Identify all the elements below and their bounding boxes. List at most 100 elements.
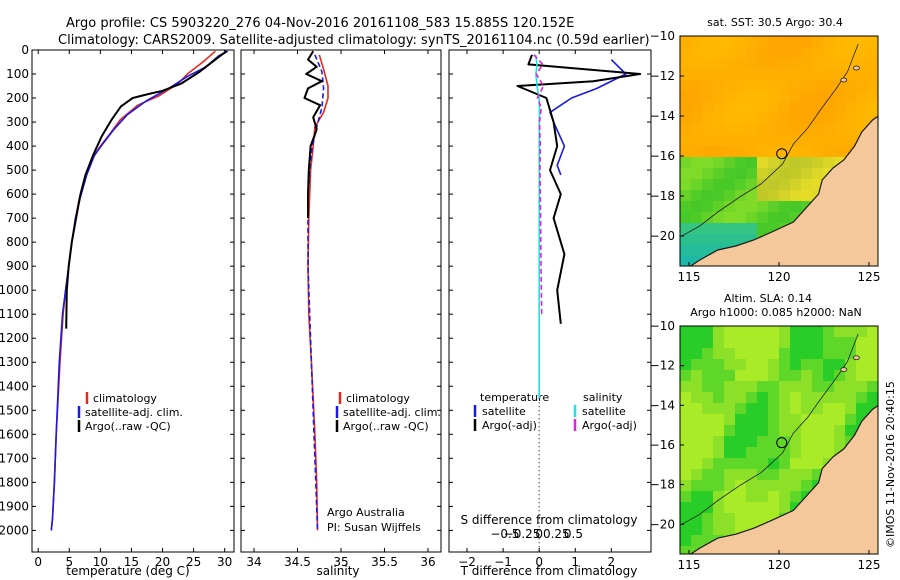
map-cell xyxy=(779,403,791,415)
map-cell xyxy=(691,102,703,114)
map-cell xyxy=(724,223,736,235)
map-cell xyxy=(680,502,692,514)
map-cell xyxy=(702,491,714,503)
map-cell xyxy=(768,80,780,92)
map-cell xyxy=(680,524,692,536)
map-cell xyxy=(702,223,714,235)
map-cell xyxy=(691,337,703,349)
map-cell xyxy=(691,146,703,158)
map-cell xyxy=(691,414,703,426)
map-cell xyxy=(691,359,703,371)
map-cell xyxy=(735,436,747,448)
map-cell xyxy=(757,179,769,191)
map-cell xyxy=(691,458,703,470)
map-cell xyxy=(834,392,846,404)
map-cell xyxy=(735,146,747,158)
map-cell xyxy=(702,245,714,257)
map-cell xyxy=(691,124,703,136)
series-line-temperature-argo-adj- xyxy=(516,54,642,324)
map-cell xyxy=(691,491,703,503)
header-line-2: Climatology: CARS2009. Satellite-adjuste… xyxy=(58,33,650,48)
map-cell xyxy=(790,124,802,136)
map-cell xyxy=(812,359,824,371)
map-cell xyxy=(724,403,736,415)
map-cell xyxy=(702,392,714,404)
map-cell xyxy=(801,58,813,70)
map-cell xyxy=(680,535,692,547)
map-cell xyxy=(856,36,868,48)
map-cell xyxy=(702,414,714,426)
map-cell xyxy=(757,168,769,180)
map-cell xyxy=(823,337,835,349)
map-cell xyxy=(823,326,835,338)
map-cell xyxy=(823,370,835,382)
map-cell xyxy=(845,91,857,103)
map-cell xyxy=(680,370,692,382)
map-cell xyxy=(779,370,791,382)
map-cell xyxy=(779,168,791,180)
map-cell xyxy=(768,425,780,437)
map-cell xyxy=(823,124,835,136)
map-cell xyxy=(680,546,692,554)
map-cell xyxy=(691,370,703,382)
map-cell xyxy=(713,447,725,459)
map-cell xyxy=(834,146,846,158)
map-cell xyxy=(691,157,703,169)
map-cell xyxy=(801,113,813,125)
map-cell xyxy=(801,47,813,59)
map-cell xyxy=(746,513,758,525)
map-cell xyxy=(713,513,725,525)
map-cell xyxy=(768,135,780,147)
map-cell xyxy=(790,58,802,70)
map-cell xyxy=(768,124,780,136)
map-cell xyxy=(735,491,747,503)
map-cell xyxy=(735,348,747,360)
map-cell xyxy=(702,381,714,393)
map-cell xyxy=(768,326,780,338)
map-cell xyxy=(680,337,692,349)
map-cell xyxy=(757,469,769,481)
map-cell xyxy=(790,403,802,415)
map-cell xyxy=(702,212,714,224)
y-tick-label: 0 xyxy=(21,43,29,57)
salinity-panel xyxy=(240,49,442,553)
temperature-legend: climatology satellite-adj. clim. Argo(..… xyxy=(77,392,183,433)
x-tick-label: 30 xyxy=(217,555,232,569)
legend-label-temp-satellite: satellite xyxy=(482,405,526,418)
map-cell xyxy=(757,80,769,92)
map-cell xyxy=(856,326,868,338)
map-cell xyxy=(724,91,736,103)
map-cell xyxy=(702,348,714,360)
map-cell xyxy=(856,58,868,70)
map-cell xyxy=(713,436,725,448)
map-cell xyxy=(779,36,791,48)
x-tick-label: 125 xyxy=(858,558,881,572)
x-tick-label: 115 xyxy=(678,558,701,572)
map-cell xyxy=(702,36,714,48)
map-cell xyxy=(757,392,769,404)
map-cell xyxy=(680,47,692,59)
map-cell xyxy=(812,370,824,382)
map-cell xyxy=(702,458,714,470)
map-cell xyxy=(713,91,725,103)
map-cell xyxy=(768,102,780,114)
map-cell xyxy=(724,234,736,246)
map-cell xyxy=(779,146,791,158)
map-cell xyxy=(691,245,703,257)
map-cell xyxy=(757,370,769,382)
map-cell xyxy=(812,58,824,70)
map-cell xyxy=(867,359,878,371)
map-cell xyxy=(867,337,878,349)
map-cell xyxy=(779,359,791,371)
map-cell xyxy=(691,168,703,180)
y-tick-label: 900 xyxy=(6,259,29,273)
legend-label-sal-satellite: satellite xyxy=(582,405,626,418)
map-cell xyxy=(790,157,802,169)
map-cell xyxy=(801,69,813,81)
y-tick-label: 800 xyxy=(6,235,29,249)
map-cell xyxy=(812,146,824,158)
map-cell xyxy=(680,392,692,404)
island xyxy=(853,65,860,71)
map-cell xyxy=(735,337,747,349)
map-cell xyxy=(801,190,813,202)
